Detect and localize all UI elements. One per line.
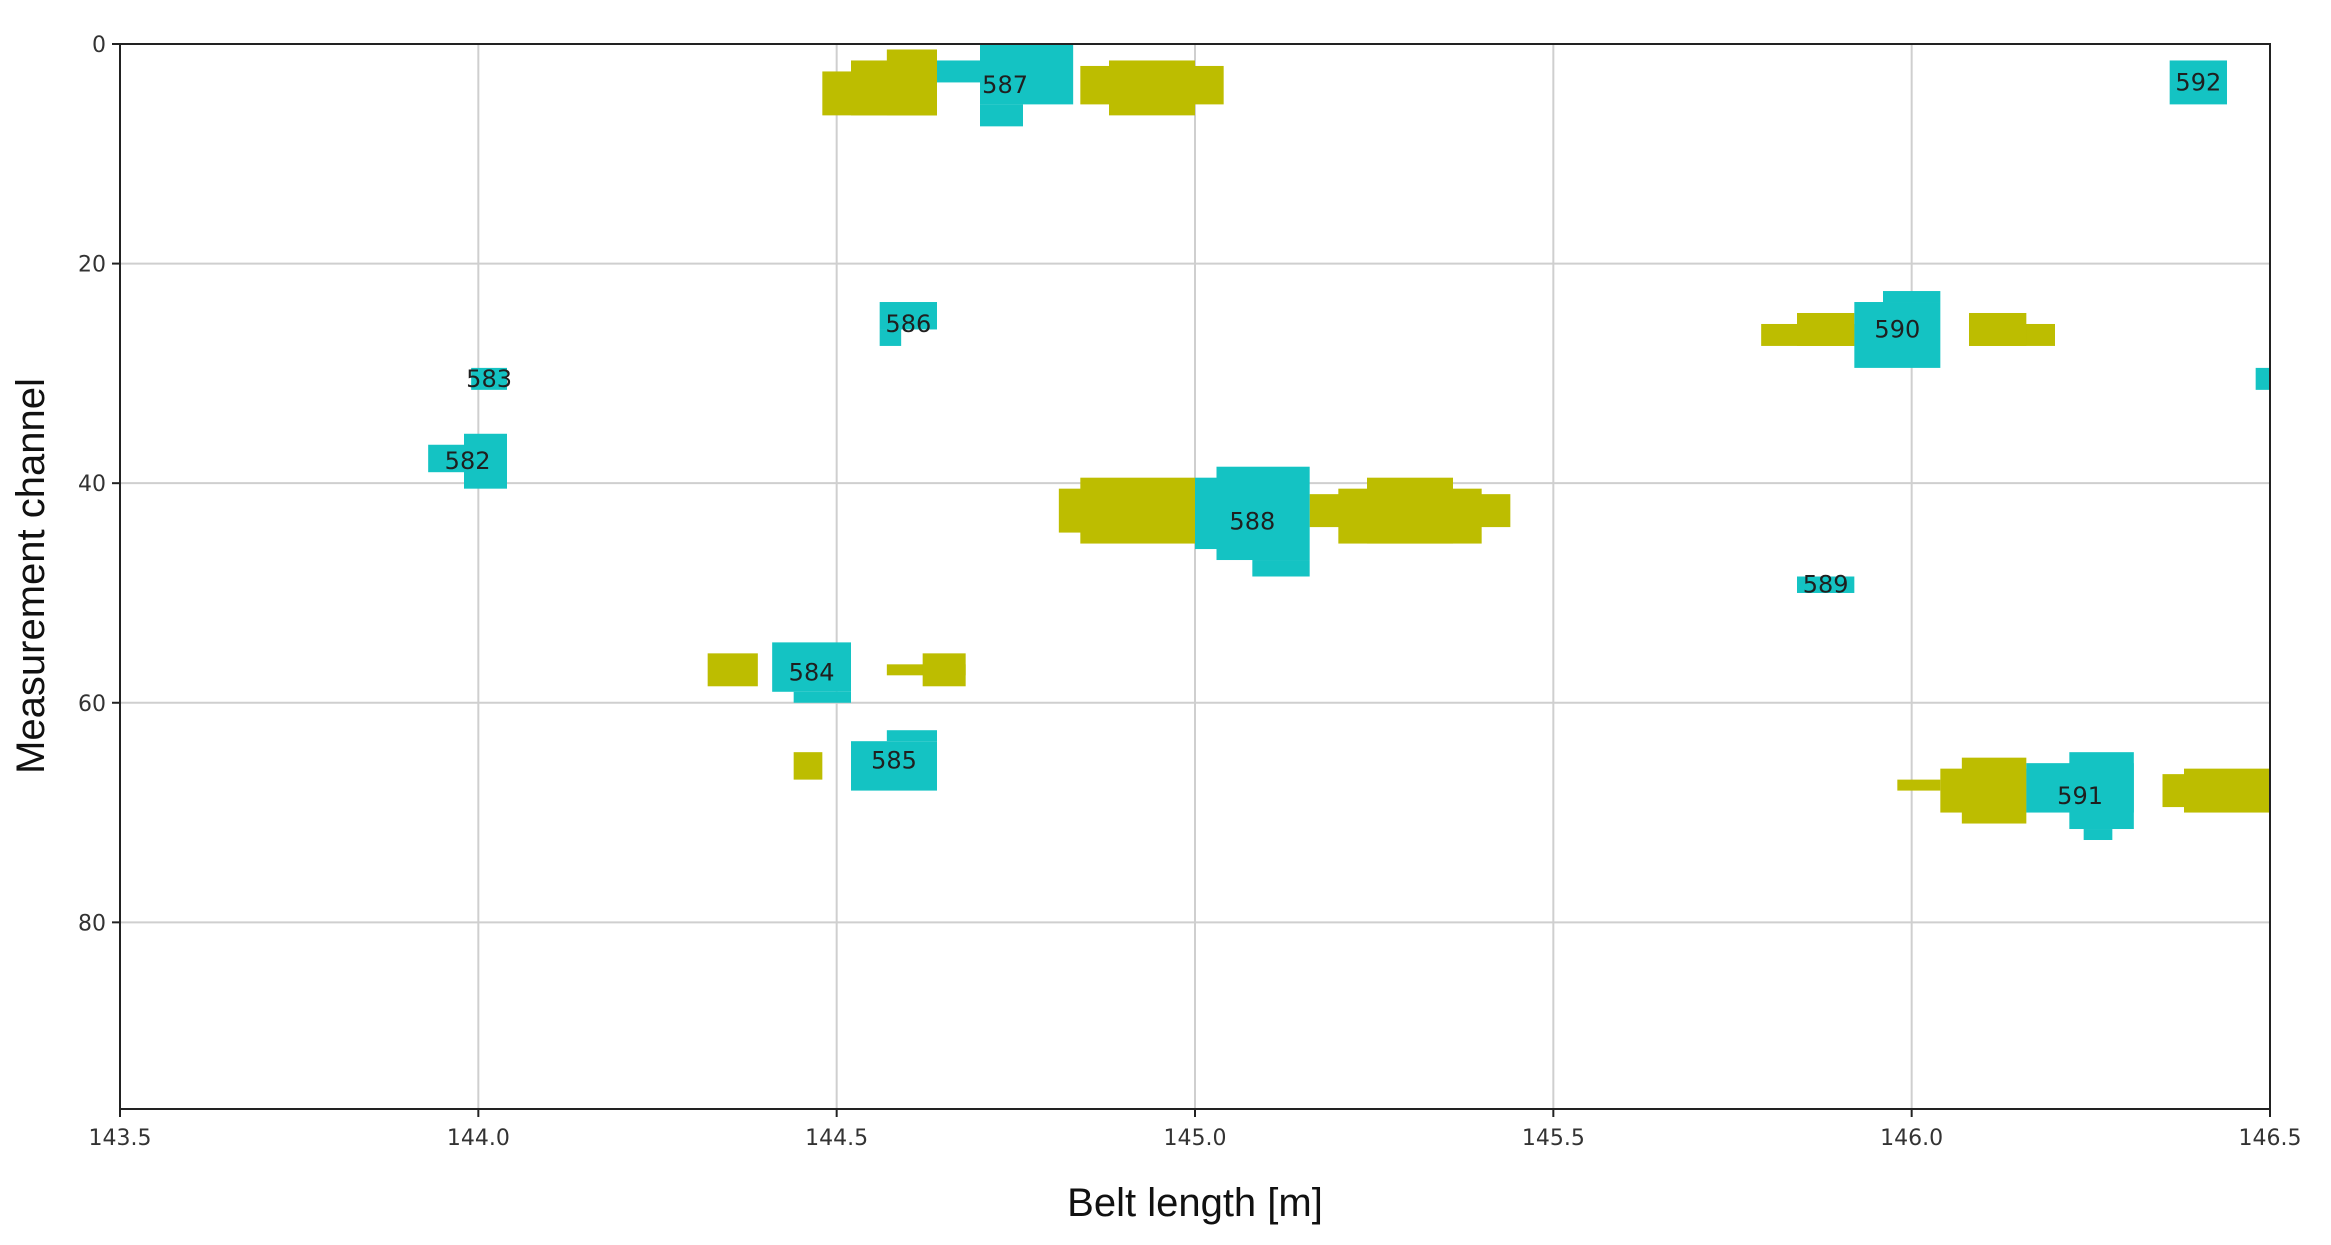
region-block — [1080, 477, 1195, 544]
region-y2 — [1080, 60, 1224, 116]
region-block — [464, 433, 507, 489]
region-block — [1797, 312, 1855, 346]
region-label-586: 586 — [885, 310, 931, 338]
region-block — [851, 741, 937, 791]
region-587 — [937, 44, 1074, 127]
region-block — [1109, 60, 1195, 116]
region-block — [2083, 829, 2113, 841]
region-y5 — [793, 752, 823, 780]
region-label-588: 588 — [1229, 508, 1275, 536]
region-590 — [1854, 291, 1941, 368]
region-584 — [772, 642, 851, 703]
x-tick-label: 144.0 — [447, 1126, 510, 1151]
regions — [428, 44, 2270, 841]
region-block — [1216, 466, 1310, 561]
region-label-589: 589 — [1803, 571, 1849, 599]
region-label-582: 582 — [445, 447, 491, 475]
region-585 — [851, 730, 937, 791]
region-block — [707, 653, 758, 687]
region-y6 — [1058, 477, 1195, 544]
y-tick-label: 0 — [92, 33, 106, 58]
region-block — [1367, 477, 1453, 544]
region-y3 — [707, 653, 758, 687]
region-block — [980, 44, 1074, 105]
region-label-590: 590 — [1874, 315, 1920, 343]
region-edge — [2255, 367, 2270, 390]
region-block — [793, 752, 823, 780]
region-y11 — [2162, 768, 2270, 813]
region-label-584: 584 — [789, 659, 835, 687]
axis-ticks: 143.5 144.0 144.5 145.0 145.5 146.0 146.5 0 20 40… — [78, 33, 2301, 1151]
region-block — [879, 302, 937, 330]
region-y10 — [1897, 757, 2027, 824]
region-labels: 582 583 584 585 586 587 588 589 590 591 592 — [445, 68, 2222, 810]
region-block — [1252, 560, 1310, 577]
region-block — [1961, 757, 2027, 824]
region-block — [2255, 367, 2270, 390]
x-tick-label: 143.5 — [89, 1126, 152, 1151]
region-label-592: 592 — [2175, 68, 2221, 96]
region-588 — [1195, 466, 1310, 577]
y-tick-label: 40 — [78, 472, 106, 497]
region-block — [886, 730, 937, 742]
region-y9 — [1969, 312, 2055, 346]
y-tick-label: 60 — [78, 692, 106, 717]
region-label-587: 587 — [982, 71, 1028, 99]
region-block — [2184, 768, 2270, 813]
y-tick-label: 20 — [78, 253, 106, 278]
region-label-583: 583 — [466, 365, 512, 393]
y-axis-label: Measurement channel — [9, 378, 53, 774]
region-label-591: 591 — [2057, 782, 2103, 810]
region-block — [1969, 312, 2027, 346]
region-y4 — [886, 653, 966, 687]
region-label-585: 585 — [871, 746, 917, 774]
x-tick-label: 146.0 — [1880, 1126, 1943, 1151]
x-tick-label: 144.5 — [805, 1126, 868, 1151]
region-block — [772, 642, 851, 692]
region-block — [471, 367, 507, 390]
x-tick-label: 146.5 — [2239, 1126, 2302, 1151]
region-block — [879, 329, 902, 346]
region-block — [1897, 779, 1941, 791]
region-y8 — [1761, 312, 1855, 346]
grid-lines — [120, 44, 2270, 1109]
region-583 — [471, 367, 507, 390]
region-block — [886, 49, 937, 116]
x-axis-label: Belt length [m] — [1067, 1181, 1323, 1225]
region-block — [1854, 302, 1941, 368]
region-589 — [1797, 576, 1855, 593]
region-592 — [2169, 60, 2227, 105]
y-tick-label: 80 — [78, 911, 106, 936]
region-block — [2069, 752, 2134, 830]
region-y7 — [1309, 477, 1511, 544]
region-y1 — [822, 49, 937, 116]
region-586 — [879, 302, 937, 346]
x-tick-label: 145.0 — [1164, 1126, 1227, 1151]
region-582 — [428, 433, 507, 489]
region-block — [937, 60, 980, 83]
region-block — [980, 104, 1023, 127]
region-block — [2169, 60, 2227, 105]
region-block — [1883, 291, 1941, 303]
region-block — [922, 653, 966, 687]
region-591 — [2026, 752, 2134, 841]
x-tick-label: 145.5 — [1522, 1126, 1585, 1151]
region-block — [1797, 576, 1855, 593]
region-block — [793, 691, 851, 703]
